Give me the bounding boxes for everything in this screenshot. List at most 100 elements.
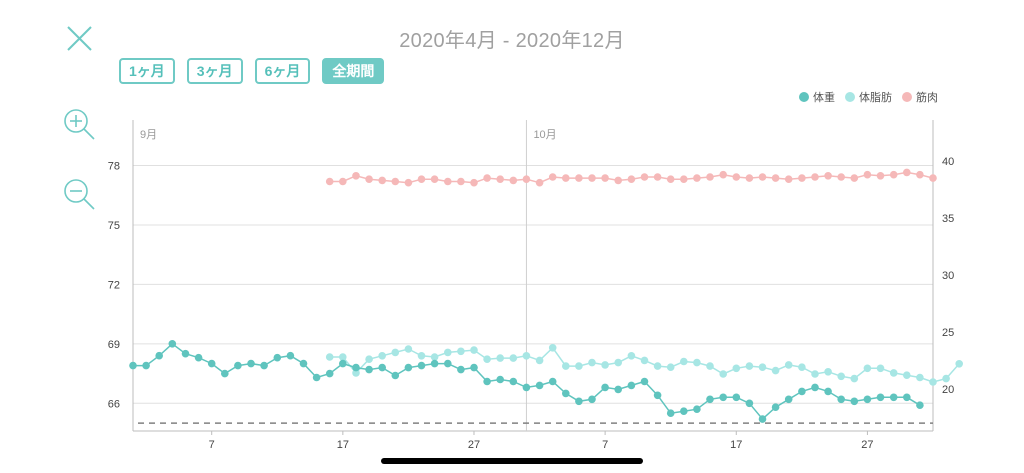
data-point (247, 359, 255, 368)
data-point (640, 377, 649, 386)
data-point (916, 373, 924, 382)
data-point (719, 370, 727, 378)
data-point (391, 177, 400, 186)
data-point (903, 393, 911, 402)
data-point (470, 363, 478, 372)
zoom-out-icon (64, 179, 95, 210)
data-point (903, 371, 911, 380)
data-point (562, 389, 570, 398)
data-point (535, 356, 544, 365)
data-point (850, 174, 859, 182)
month-label: 9月 (140, 129, 157, 141)
data-point (863, 364, 872, 373)
data-point (601, 361, 609, 369)
data-point (417, 352, 426, 360)
data-point (798, 363, 806, 372)
data-point (837, 395, 845, 404)
data-point (850, 397, 859, 406)
data-point (955, 360, 963, 368)
data-point (719, 170, 727, 179)
data-point (863, 170, 872, 179)
data-point (535, 381, 544, 390)
data-point (352, 172, 360, 180)
data-point (680, 407, 688, 416)
data-point (391, 348, 400, 357)
data-point (614, 385, 622, 394)
data-point (548, 344, 557, 352)
data-point (640, 173, 649, 181)
data-point (876, 393, 885, 402)
data-point (194, 353, 203, 362)
data-point (706, 362, 714, 370)
data-point (784, 395, 793, 404)
data-point (758, 415, 767, 423)
zoom-in-icon (64, 109, 95, 140)
y-right-tick-label: 35 (942, 213, 954, 225)
data-point (758, 173, 767, 181)
data-point (430, 359, 439, 368)
data-point (339, 177, 347, 186)
data-point (444, 348, 452, 357)
y-left-tick-label: 72 (108, 279, 120, 291)
data-point (496, 354, 505, 362)
data-point (562, 362, 570, 370)
data-point (784, 175, 793, 183)
close-button[interactable] (62, 22, 96, 56)
data-point (929, 378, 937, 386)
data-point (745, 174, 754, 182)
data-point (325, 177, 334, 186)
data-point (483, 377, 491, 386)
data-point (601, 174, 609, 182)
data-point (352, 363, 360, 372)
data-point (391, 371, 400, 380)
legend-muscle-label: 筋肉 (916, 92, 938, 104)
data-point (824, 172, 832, 180)
data-point (378, 352, 387, 360)
data-point (496, 175, 505, 183)
data-point (627, 352, 636, 360)
x-tick-label: 17 (337, 439, 349, 451)
data-point (365, 175, 373, 183)
zoom-out-button[interactable] (62, 176, 98, 212)
range-all-button[interactable]: 全期間 (322, 58, 385, 84)
data-point (627, 381, 636, 390)
data-point (339, 359, 347, 368)
legend-item-muscle: 筋肉 (902, 89, 938, 105)
data-point (680, 175, 688, 183)
data-point (889, 393, 898, 402)
y-right-tick-label: 30 (942, 270, 954, 282)
data-point (509, 176, 518, 185)
chart-legend: 体重 体脂肪 筋肉 (799, 89, 938, 105)
legend-weight-dot (799, 92, 809, 102)
data-point (706, 173, 714, 181)
y-left-tick-label: 75 (108, 220, 120, 232)
data-point (588, 358, 596, 367)
data-point (640, 356, 649, 365)
data-point (693, 174, 701, 182)
data-point (444, 359, 452, 368)
legend-fat-dot (845, 92, 855, 102)
data-point (404, 178, 413, 187)
data-point (837, 173, 845, 181)
data-point (548, 173, 557, 181)
data-point (745, 362, 754, 370)
data-point (653, 391, 662, 400)
legend-item-weight: 体重 (799, 89, 835, 105)
data-point (758, 363, 767, 372)
zoom-in-button[interactable] (62, 106, 98, 142)
data-point (889, 369, 898, 377)
y-right-tick-label: 40 (942, 156, 954, 168)
data-point (325, 369, 334, 378)
x-tick-label: 27 (861, 439, 873, 451)
data-point (168, 340, 177, 348)
data-point (771, 366, 780, 375)
range-3-months-button[interactable]: 3ヶ月 (186, 58, 243, 84)
range-1-month-button[interactable]: 1ヶ月 (119, 58, 175, 84)
range-6-months-button[interactable]: 6ヶ月 (254, 58, 311, 84)
data-point (588, 174, 596, 182)
data-point (614, 358, 622, 367)
data-point (142, 361, 150, 370)
data-point (784, 361, 793, 369)
data-point (457, 365, 465, 374)
